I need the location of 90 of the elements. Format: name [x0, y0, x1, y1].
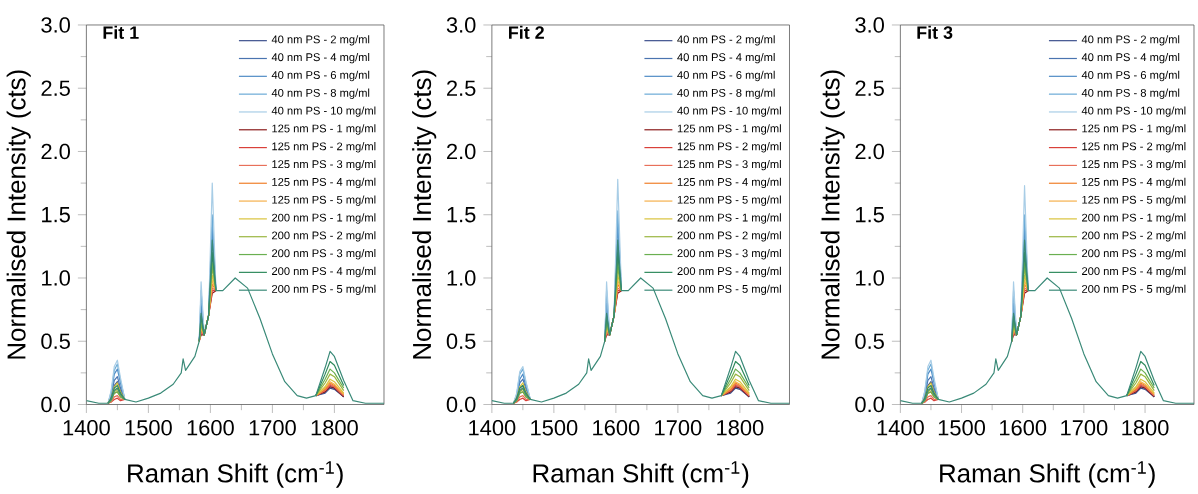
y-tick-label: 3.0 — [855, 17, 884, 33]
legend-label: 40 nm PS - 2 mg/ml — [271, 35, 370, 46]
x-tick-label: 1400 — [877, 419, 924, 436]
legend-label: 40 nm PS - 2 mg/ml — [1081, 35, 1180, 46]
y-tick-label: 3.0 — [446, 17, 476, 33]
y-tick-label: 0.0 — [446, 396, 476, 413]
legend-label: 125 nm PS - 5 mg/ml — [677, 195, 781, 206]
legend-label: 40 nm PS - 8 mg/ml — [271, 88, 370, 99]
y-tick-label: 2.5 — [447, 80, 476, 96]
x-tick-label: 1800 — [717, 419, 764, 436]
y-tick-label: 0.5 — [41, 333, 70, 349]
legend-label: 40 nm PS - 8 mg/ml — [677, 88, 775, 99]
legend-label: 200 nm PS - 3 mg/ml — [272, 248, 376, 260]
legend-label: 125 nm PS - 3 mg/ml — [1082, 159, 1186, 171]
legend-label: 40 nm PS - 6 mg/ml — [1081, 70, 1180, 82]
x-tick-label: 1500 — [125, 419, 172, 436]
y-tick-label: 2.5 — [855, 80, 884, 96]
legend-label: 40 nm PS - 4 mg/ml — [1081, 52, 1180, 64]
legend-label: 200 nm PS - 5 mg/ml — [1082, 284, 1186, 295]
legend-label: 200 nm PS - 3 mg/ml — [677, 248, 781, 260]
legend-label: 125 nm PS - 5 mg/ml — [1082, 195, 1186, 206]
legend-label: 200 nm PS - 2 mg/ml — [272, 231, 376, 242]
y-axis-title: Normalised Intensity (cts) — [6, 70, 31, 359]
legend-label: 200 nm PS - 2 mg/ml — [677, 231, 781, 242]
legend-label: 125 nm PS - 3 mg/ml — [272, 159, 376, 171]
y-tick-label: 1.5 — [856, 206, 884, 223]
chart-title: Fit 2 — [509, 25, 544, 39]
legend-label: 200 nm PS - 4 mg/ml — [677, 266, 781, 278]
y-tick-label: 3.0 — [41, 17, 70, 33]
x-tick-label: 1500 — [938, 419, 986, 436]
legend-label: 125 nm PS - 4 mg/ml — [272, 177, 376, 188]
x-tick-label: 1600 — [187, 419, 234, 436]
legend-label: 200 nm PS - 2 mg/ml — [1082, 231, 1186, 242]
legend-label: 40 nm PS - 10 mg/ml — [1081, 106, 1186, 117]
x-tick-label: 1600 — [593, 419, 640, 436]
legend-label: 200 nm PS - 1 mg/ml — [1082, 213, 1186, 224]
y-tick-label: 2.0 — [855, 143, 884, 160]
legend-label: 200 nm PS - 1 mg/ml — [272, 213, 376, 224]
y-tick-label: 0.5 — [855, 333, 884, 349]
y-tick-label: 1.5 — [42, 206, 70, 223]
y-tick-label: 2.0 — [447, 143, 476, 160]
x-tick-label: 1800 — [1122, 419, 1169, 436]
legend-label: 40 nm PS - 10 mg/ml — [677, 106, 781, 117]
legend-label: 200 nm PS - 4 mg/ml — [1082, 266, 1186, 278]
legend-label: 40 nm PS - 8 mg/ml — [1081, 88, 1180, 99]
y-tick-label: 1.0 — [42, 270, 70, 286]
x-tick-label: 1700 — [249, 419, 296, 436]
legend-label: 125 nm PS - 1 mg/ml — [1082, 124, 1186, 135]
chart-title: Fit 3 — [917, 25, 953, 39]
chart-title: Fit 1 — [103, 25, 139, 39]
x-tick-label: 1500 — [531, 419, 578, 436]
x-axis-title: Raman Shift (cm$^{-1}$) — [940, 461, 1155, 488]
legend-label: 125 nm PS - 4 mg/ml — [1082, 177, 1186, 188]
legend-label: 200 nm PS - 5 mg/ml — [272, 284, 376, 295]
legend-label: 40 nm PS - 6 mg/ml — [677, 70, 775, 82]
y-tick-label: 0.0 — [855, 396, 884, 413]
y-tick-label: 0.0 — [41, 396, 70, 413]
y-tick-label: 0.5 — [446, 333, 476, 349]
y-axis-title: Normalised Intensity (cts) — [820, 70, 845, 359]
legend-label: 40 nm PS - 4 mg/ml — [677, 52, 775, 64]
legend-label: 40 nm PS - 4 mg/ml — [271, 52, 370, 64]
legend-label: 125 nm PS - 5 mg/ml — [272, 195, 376, 206]
legend-label: 125 nm PS - 4 mg/ml — [677, 177, 781, 188]
y-tick-label: 2.0 — [41, 143, 70, 160]
legend-label: 40 nm PS - 10 mg/ml — [271, 106, 376, 117]
x-tick-label: 1400 — [63, 419, 110, 436]
legend-label: 125 nm PS - 1 mg/ml — [272, 124, 376, 135]
legend-label: 200 nm PS - 3 mg/ml — [1082, 248, 1186, 260]
x-tick-label: 1400 — [469, 419, 516, 436]
x-tick-label: 1700 — [1061, 419, 1108, 436]
legend-label: 125 nm PS - 1 mg/ml — [677, 124, 781, 135]
y-tick-label: 1.0 — [447, 270, 476, 286]
y-tick-label: 1.0 — [856, 270, 884, 286]
legend-label: 125 nm PS - 3 mg/ml — [677, 159, 781, 171]
y-tick-label: 1.5 — [447, 206, 476, 223]
y-tick-label: 2.5 — [41, 80, 70, 96]
legend-label: 40 nm PS - 2 mg/ml — [677, 35, 775, 46]
x-tick-label: 1600 — [1000, 419, 1047, 436]
legend-label: 40 nm PS - 6 mg/ml — [271, 70, 370, 82]
legend-label: 125 nm PS - 2 mg/ml — [272, 141, 376, 153]
x-tick-label: 1700 — [655, 419, 702, 436]
x-axis-title: Raman Shift (cm$^{-1}$) — [128, 461, 343, 488]
x-tick-label: 1800 — [311, 419, 358, 436]
legend-label: 200 nm PS - 5 mg/ml — [677, 284, 781, 295]
x-axis-title: Raman Shift (cm$^{-1}$) — [533, 461, 749, 488]
legend-label: 125 nm PS - 2 mg/ml — [677, 141, 781, 153]
legend-label: 200 nm PS - 1 mg/ml — [677, 213, 781, 224]
y-axis-title: Normalised Intensity (cts) — [412, 70, 437, 359]
legend-label: 200 nm PS - 4 mg/ml — [272, 266, 376, 278]
legend-label: 125 nm PS - 2 mg/ml — [1082, 141, 1186, 153]
